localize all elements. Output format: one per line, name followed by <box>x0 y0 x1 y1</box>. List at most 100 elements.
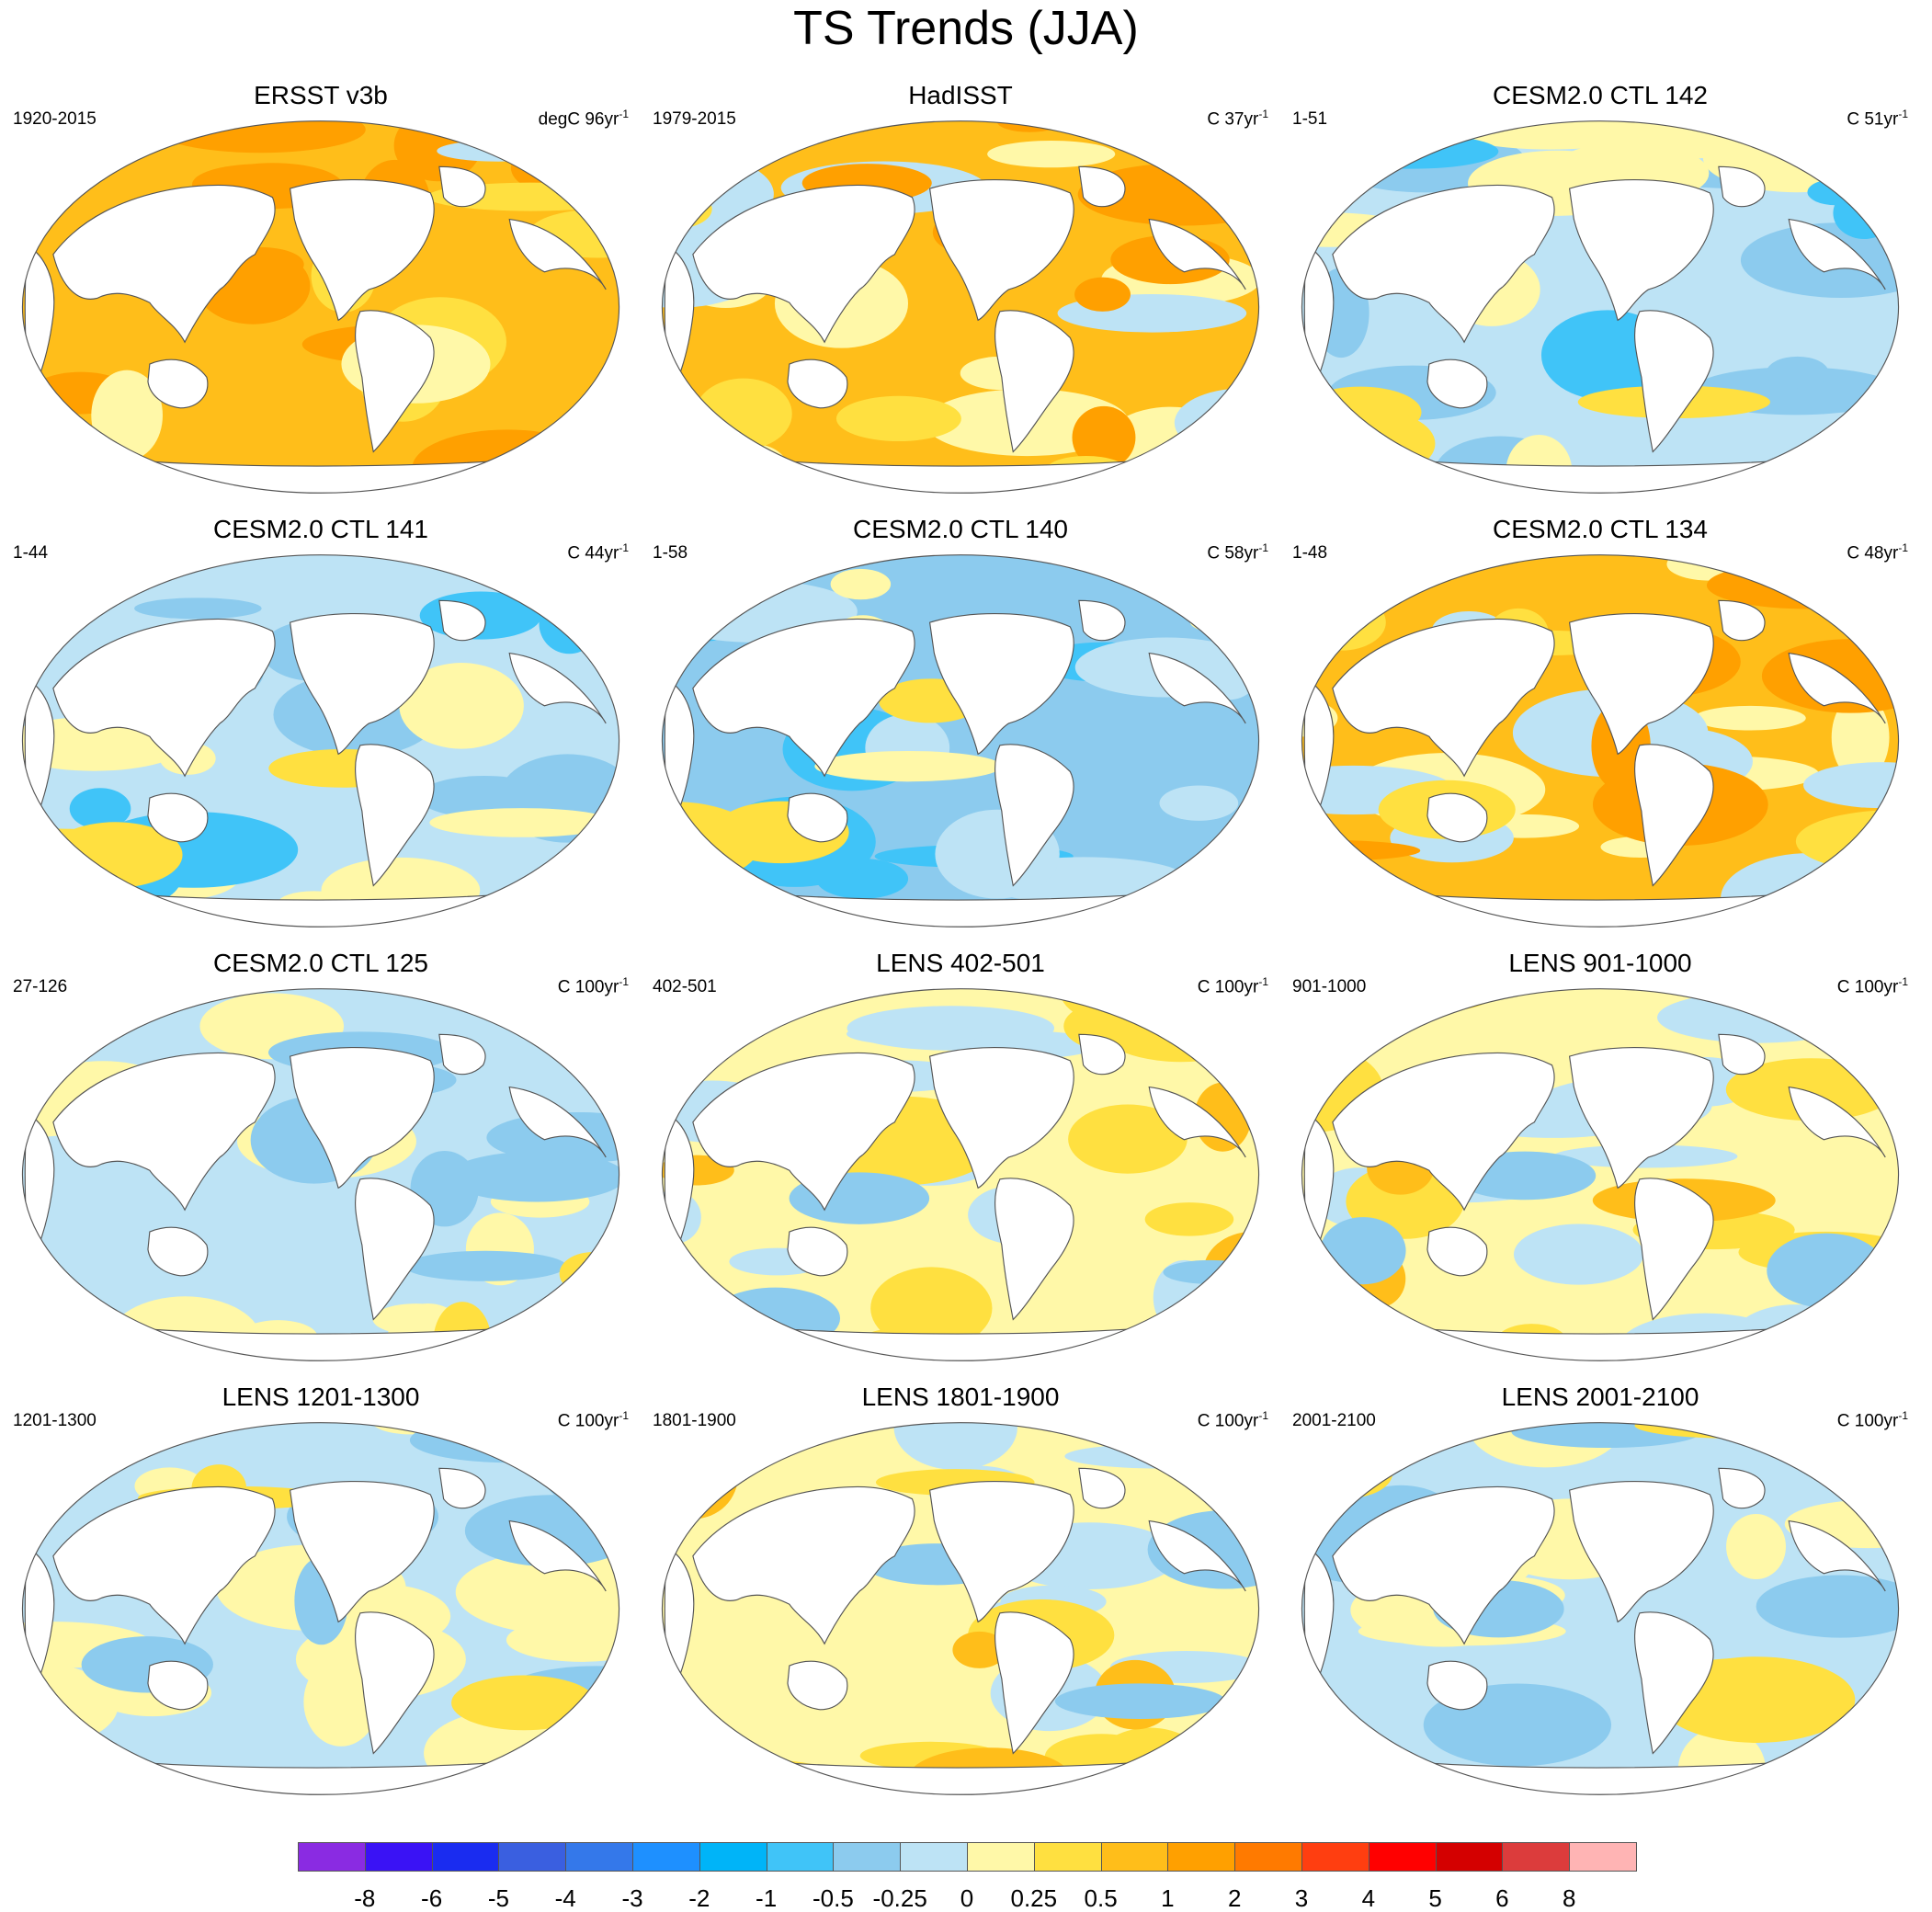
anomaly-patch <box>1666 554 1754 581</box>
colorbar-swatch <box>1100 1842 1169 1872</box>
map-panel: CESM2.0 CTL 140 1-58 C 58yr-1 <box>643 515 1278 947</box>
landmass <box>787 792 848 843</box>
map-field <box>21 120 620 494</box>
anomaly-patch <box>814 750 1002 782</box>
colorbar-swatch <box>431 1842 500 1872</box>
anomaly-patch <box>1072 405 1136 470</box>
anomaly-patch <box>1301 594 1386 651</box>
anomaly-patch <box>1301 1446 1393 1499</box>
colorbar-label: -4 <box>554 1884 576 1912</box>
map-panel: CESM2.0 CTL 142 1-51 C 51yr-1 <box>1283 81 1917 513</box>
landmass <box>692 618 915 778</box>
colorbar-label: 8 <box>1562 1884 1576 1912</box>
panel-period: 1201-1300 <box>13 1411 97 1430</box>
anomaly-patch <box>1054 1683 1226 1719</box>
panel-units-text: C 100yr <box>1197 977 1259 997</box>
panel-units-text: C 100yr <box>1836 977 1899 997</box>
colorbar-swatch <box>632 1842 700 1872</box>
landmass <box>147 1660 209 1711</box>
landmass <box>438 1033 486 1076</box>
anomaly-patch <box>155 120 366 154</box>
colorbar-swatch <box>833 1842 902 1872</box>
panel-units: C 48yr-1 <box>1847 537 1908 564</box>
landmass <box>508 218 607 290</box>
anomaly-patch <box>662 429 769 494</box>
landmass <box>508 652 607 724</box>
map-field <box>1301 988 1900 1361</box>
map-panel: HadISST 1979-2015 C 37yr-1 <box>643 81 1278 513</box>
anomaly-patch <box>695 378 792 450</box>
anomaly-patch <box>506 1618 619 1662</box>
anomaly-patch <box>134 598 262 620</box>
panel-period: 1-58 <box>653 543 688 563</box>
panel-units-text: C 37yr <box>1207 109 1259 130</box>
anomaly-patch <box>409 1422 609 1463</box>
landmass <box>692 1485 915 1645</box>
landmass <box>1332 618 1555 778</box>
colorbar-swatch <box>1368 1842 1437 1872</box>
anomaly-patch <box>668 1424 769 1462</box>
anomaly-patch <box>1074 277 1131 312</box>
anomaly-patch <box>22 438 101 494</box>
map-field <box>661 120 1260 494</box>
anomaly-patch <box>429 808 615 837</box>
anomaly-patch <box>987 141 1116 168</box>
panel-period: 402-501 <box>653 977 717 996</box>
landmass <box>52 1485 276 1645</box>
anomaly-patch <box>434 901 605 928</box>
anomaly-patch <box>559 1252 619 1296</box>
anomaly-patch <box>1163 1259 1257 1284</box>
landmass <box>289 1047 435 1189</box>
panel-units: C 100yr-1 <box>1198 971 1268 998</box>
colorbar-swatch <box>900 1842 968 1872</box>
map-border <box>1301 554 1900 928</box>
panel-period: 27-126 <box>13 977 68 996</box>
anomaly-patch <box>847 1022 983 1045</box>
anomaly-patch <box>718 443 790 494</box>
colorbar-label: -0.5 <box>812 1884 854 1912</box>
map-border <box>661 988 1260 1361</box>
map-panel: ERSST v3b 1920-2015 degC 96yr-1 <box>4 81 638 513</box>
panel-units-exponent: -1 <box>1898 541 1908 554</box>
landmass <box>52 1052 276 1212</box>
panel-period: 2001-2100 <box>1292 1411 1376 1430</box>
landmass <box>1718 165 1766 208</box>
panel-units-text: degC 96yr <box>538 109 619 130</box>
landmass <box>508 1086 607 1158</box>
anomaly-patch <box>893 1422 1017 1470</box>
colorbar-label: 0.25 <box>1010 1884 1058 1912</box>
anomaly-patch <box>1301 1000 1348 1091</box>
landmass <box>928 1481 1074 1623</box>
panel-period: 901-1000 <box>1292 977 1367 996</box>
anomaly-patch <box>1766 356 1829 389</box>
map-panel: LENS 1201-1300 1201-1300 C 100yr-1 <box>4 1383 638 1815</box>
colorbar-label: 3 <box>1294 1884 1309 1912</box>
panel-units: C 100yr-1 <box>1837 1405 1908 1432</box>
map-field <box>661 988 1260 1361</box>
landmass <box>787 358 848 409</box>
anomaly-patch <box>1833 187 1896 240</box>
landmass <box>1718 1467 1766 1509</box>
colorbar-swatch <box>298 1842 366 1872</box>
panel-units-text: C 100yr <box>557 977 619 997</box>
panel-units-exponent: -1 <box>1898 975 1908 988</box>
colorbar-label: -1 <box>756 1884 778 1912</box>
map-field <box>661 1422 1260 1795</box>
panel-period: 1801-1900 <box>653 1411 736 1430</box>
colorbar-swatch <box>1569 1842 1637 1872</box>
colorbar-label: -0.25 <box>872 1884 927 1912</box>
panel-units-exponent: -1 <box>1258 1409 1268 1422</box>
landmass <box>1568 1481 1714 1623</box>
anomaly-patch <box>1771 120 1888 162</box>
map-panel: CESM2.0 CTL 134 1-48 C 48yr-1 <box>1283 515 1917 947</box>
map-panel: LENS 1801-1900 1801-1900 C 100yr-1 <box>643 1383 1278 1815</box>
map-border <box>21 120 620 494</box>
landmass <box>994 310 1074 453</box>
landmass <box>1788 1086 1886 1158</box>
landmass <box>1718 1033 1766 1076</box>
map-field <box>661 554 1260 928</box>
anomaly-patch <box>662 120 760 164</box>
landmass <box>147 792 209 843</box>
anomaly-patch <box>539 593 600 654</box>
colorbar-swatch <box>1234 1842 1302 1872</box>
